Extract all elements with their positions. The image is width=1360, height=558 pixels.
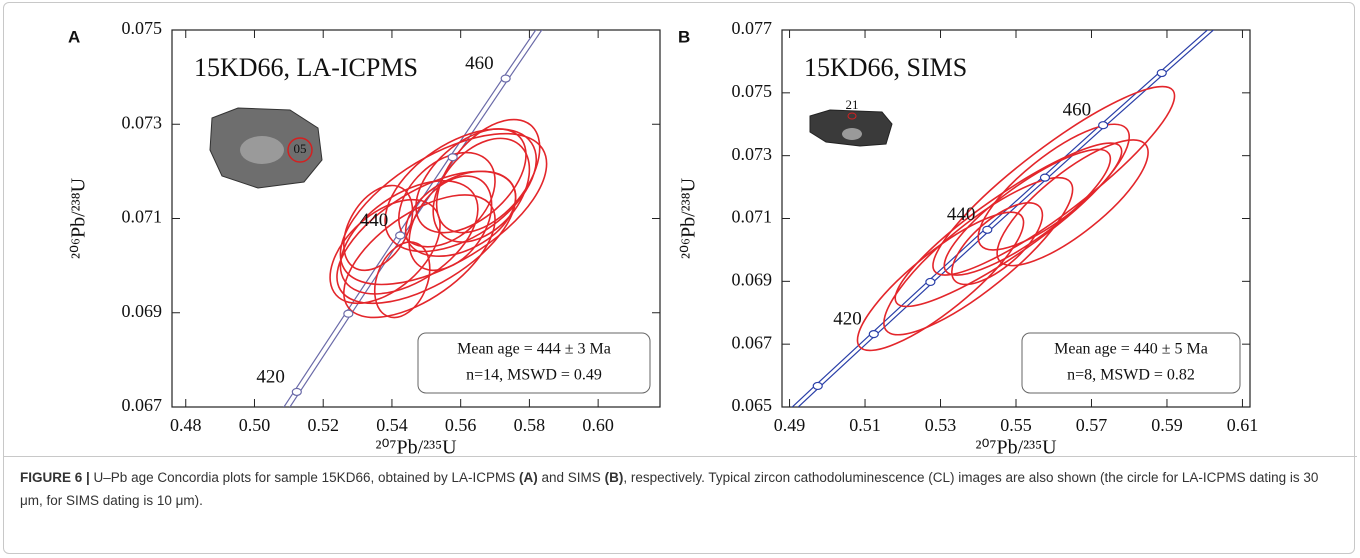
annotation: Mean age = 440 ± 5 Ma: [1054, 341, 1208, 358]
age-label: 440: [360, 210, 389, 231]
age-label: 440: [947, 204, 976, 225]
y-tick-label: 0.067: [732, 332, 773, 352]
annotation-box: [1021, 332, 1241, 394]
x-axis-label: ²⁰⁷Pb/²³⁵U: [375, 437, 457, 456]
age-label: 420: [833, 308, 862, 329]
y-axis-label: ²⁰⁶Pb/²³⁸U: [68, 177, 90, 259]
zircon-core: [240, 136, 284, 164]
inset-label: 05: [294, 141, 307, 156]
x-tick-label: 0.58: [514, 415, 546, 435]
error-ellipse: [996, 139, 1149, 267]
y-tick-label: 0.067: [122, 395, 163, 415]
caption: FIGURE 6 | U–Pb age Concordia plots for …: [20, 466, 1340, 512]
error-ellipse: [435, 118, 541, 234]
concordia-marker: [868, 330, 879, 339]
error-ellipse: [384, 128, 538, 253]
caption-ref: (B): [604, 470, 624, 485]
error-ellipse: [329, 198, 441, 305]
y-tick-label: 0.073: [122, 112, 163, 132]
error-ellipse: [415, 128, 527, 234]
x-tick-label: 0.51: [849, 415, 881, 435]
spot-circle: [847, 112, 857, 120]
age-label: 460: [1063, 100, 1092, 121]
x-tick-label: 0.56: [445, 415, 477, 435]
age-label: 420: [256, 366, 285, 387]
caption-label: FIGURE 6 |: [20, 470, 94, 485]
concordia-marker: [982, 225, 993, 234]
plot-area: [283, 0, 564, 407]
x-tick-label: 0.60: [582, 415, 614, 435]
concordia-marker: [500, 74, 511, 83]
error-ellipse: [943, 148, 1112, 276]
caption-text: , respectively. Typical zircon cathodolu…: [20, 470, 1319, 508]
y-tick-label: 0.075: [122, 18, 163, 38]
concordia-marker: [291, 387, 302, 397]
error-ellipse: [932, 85, 1176, 276]
error-ellipse: [951, 201, 1044, 286]
concordia-marker: [447, 153, 458, 162]
x-tick-label: 0.59: [1151, 415, 1183, 435]
caption-text: U–Pb age Concordia plots for sample 15KD…: [93, 470, 520, 485]
error-ellipse: [856, 211, 1025, 352]
error-ellipse: [404, 170, 517, 258]
figure-frame: [3, 2, 1355, 554]
x-tick-label: 0.61: [1227, 415, 1259, 435]
age-label: 460: [465, 53, 494, 74]
y-tick-label: 0.071: [122, 207, 163, 227]
concordia-marker: [1098, 121, 1109, 130]
y-tick-label: 0.069: [122, 301, 163, 321]
concordia-marker: [758, 434, 767, 441]
x-tick-label: 0.57: [1076, 415, 1108, 435]
concordia-marker: [343, 309, 354, 318]
error-ellipse: [883, 176, 1074, 336]
y-tick-label: 0.077: [732, 18, 773, 38]
caption-text: and SIMS: [537, 470, 605, 485]
inset-label: 21: [846, 97, 859, 112]
y-tick-label: 0.075: [732, 81, 773, 101]
concordia-marker: [1156, 68, 1167, 78]
x-tick-label: 0.55: [1000, 415, 1032, 435]
x-tick-label: 0.52: [307, 415, 339, 435]
annotation-box: [417, 332, 651, 394]
concordia-marker: [1039, 173, 1051, 182]
x-tick-label: 0.54: [376, 415, 408, 435]
x-axis-label: ²⁰⁷Pb/²³⁵U: [975, 437, 1057, 456]
x-tick-label: 0.50: [239, 415, 271, 435]
x-tick-label: 0.53: [925, 415, 957, 435]
x-tick-label: 0.49: [774, 415, 806, 435]
plot-area: [758, 17, 1226, 441]
spot-circle: [287, 137, 313, 163]
zircon-core: [842, 128, 862, 140]
panel-label: A: [68, 27, 80, 46]
figure: 0.48 0.50 0.52 0.54 0.56 0.58 0.60 0.067 0.069 0.…: [68, 0, 1259, 456]
annotation: n=8, MSWD = 0.82: [1067, 367, 1195, 384]
y-axis-label: ²⁰⁶Pb/²³⁸U: [678, 177, 700, 259]
concordia-marker: [555, 0, 564, 4]
error-ellipse: [339, 132, 548, 286]
error-ellipse: [343, 184, 414, 272]
error-ellipse: [408, 175, 493, 272]
zircon-image: [809, 109, 893, 147]
error-ellipse: [373, 241, 431, 319]
panel-label: B: [678, 27, 690, 46]
y-tick-label: 0.069: [732, 269, 773, 289]
concordia-marker: [395, 231, 406, 240]
separator: [3, 456, 1357, 457]
concordia-marker: [925, 277, 936, 287]
annotation: n=14, MSWD = 0.49: [466, 367, 602, 384]
concordia-marker: [1217, 17, 1226, 24]
y-tick-label: 0.071: [732, 207, 773, 227]
y-tick-label: 0.073: [732, 144, 773, 164]
caption-ref: (A): [519, 470, 538, 485]
y-tick-label: 0.065: [732, 395, 773, 415]
concordia-marker: [812, 381, 823, 391]
error-ellipse: [977, 123, 1131, 251]
sample-title: 15KD66, SIMS: [804, 53, 967, 82]
annotation: Mean age = 444 ± 3 Ma: [457, 341, 611, 358]
x-tick-label: 0.48: [170, 415, 202, 435]
sample-title: 15KD66, LA-ICPMS: [194, 53, 418, 82]
